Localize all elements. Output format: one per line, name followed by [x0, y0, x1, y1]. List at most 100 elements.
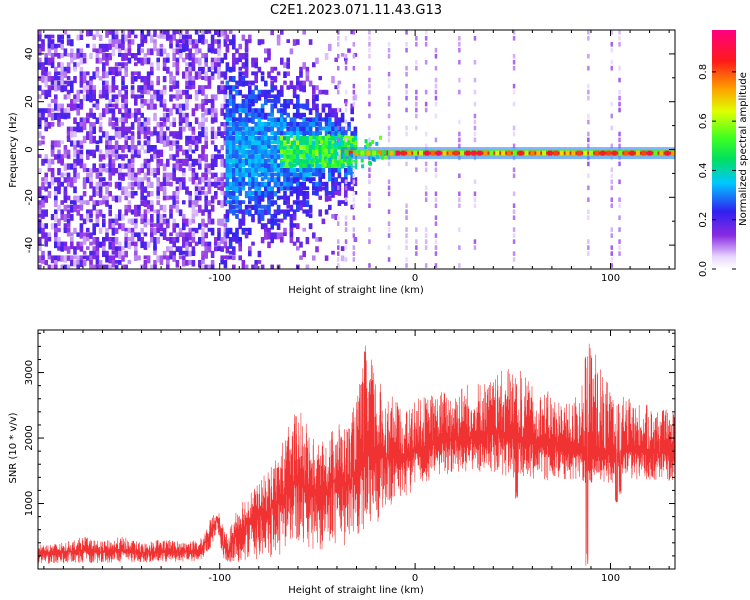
spectrogram-cell: [232, 149, 236, 155]
spectrogram-cell: [618, 101, 621, 107]
spectrogram-cell: [225, 255, 230, 260]
spectrogram-cell: [424, 89, 428, 95]
spectrogram-cell: [66, 39, 71, 46]
spectrogram-cell: [66, 53, 71, 57]
spectrogram-cell: [134, 71, 138, 76]
spectrogram-cell: [89, 214, 93, 218]
spectrogram-cell: [169, 39, 173, 47]
spectrogram-cell: [194, 140, 199, 148]
spectrogram-cell: [248, 177, 252, 183]
spectrogram-cell: [146, 57, 151, 65]
spectrogram-cell: [50, 62, 55, 69]
spectrogram-cell: [244, 39, 249, 45]
spectrogram-cell: [434, 101, 438, 107]
spectrogram-cell: [63, 172, 68, 177]
spectrogram-cell: [223, 30, 228, 36]
spectrogram-cell: [54, 103, 58, 111]
spectrogram-cell: [254, 260, 258, 266]
spectrogram-cell: [162, 103, 167, 112]
spectrogram-cell: [159, 204, 164, 211]
spectrogram-cell: [302, 209, 306, 214]
spectrogram-cell: [235, 135, 239, 142]
spectrogram-cell: [156, 214, 160, 221]
spectrogram-cell: [235, 237, 239, 244]
spectrogram-cell: [238, 168, 242, 173]
spectrogram-cell: [337, 251, 340, 256]
spectrogram-cell: [166, 181, 170, 186]
spectrogram-cell: [415, 42, 418, 47]
spectrogram-cell: [318, 154, 322, 162]
spectrogram-cell: [302, 30, 306, 35]
spectrogram-cell: [153, 43, 157, 52]
spectrogram-cell: [254, 131, 258, 135]
spectrogram-cell: [308, 223, 313, 230]
spectrogram-cell: [105, 186, 109, 195]
spectrogram-cell: [210, 140, 215, 145]
spectrogram-cell: [238, 103, 242, 111]
spectrogram-cell: [350, 143, 354, 148]
spectrogram-cell: [41, 71, 45, 76]
spectrogram-cell: [217, 89, 221, 95]
spectrogram-cell: [424, 36, 428, 41]
spectrogram-cell: [302, 227, 306, 232]
spectrogram-cell: [610, 185, 613, 191]
spectrogram-cell: [344, 107, 348, 113]
spectrogram-cell: [232, 232, 236, 238]
spectrogram-cell: [172, 53, 176, 62]
spectrogram-cell: [375, 141, 379, 146]
spectrogram-cell: [146, 76, 151, 83]
spectrogram-cell: [368, 89, 371, 95]
spectrogram-cell: [194, 43, 199, 50]
spectrogram-cell: [324, 117, 329, 124]
spectrogram-cell: [241, 34, 246, 41]
spectrogram-cell: [276, 232, 281, 240]
spectrogram-cell: [124, 237, 128, 245]
spectrogram-cell: [188, 191, 192, 197]
spectrogram-cell: [162, 135, 167, 144]
spectrogram-cell: [60, 34, 64, 39]
spectrogram-cell: [204, 200, 208, 205]
spectrogram-cell: [289, 126, 294, 134]
spectrogram-cell: [302, 181, 306, 189]
spectrogram-cell: [57, 241, 61, 248]
spectrogram-cell: [232, 237, 236, 242]
spectrogram-cell: [512, 143, 516, 149]
spectrogram-cell: [270, 264, 274, 269]
spectrogram-cell: [254, 135, 258, 142]
spectrogram-cell: [315, 103, 319, 111]
spectrogram-cell: [92, 200, 96, 207]
spectrogram-cell: [89, 250, 93, 256]
spectrogram-cell: [41, 227, 45, 234]
spectrogram-cell: [60, 154, 64, 162]
spectrogram-cell: [105, 135, 109, 142]
spectrogram-cell: [201, 149, 205, 155]
spectrogram-cell: [114, 227, 119, 234]
spectrogram-cell: [66, 255, 71, 261]
spectrogram-cell: [302, 191, 306, 198]
spectrogram-cell: [114, 66, 119, 73]
spectrogram-cell: [140, 57, 144, 66]
spectrogram-cell: [188, 154, 192, 162]
spectrogram-cell: [340, 140, 345, 147]
spectrogram-cell: [172, 80, 176, 89]
spectrogram-cell: [162, 117, 167, 123]
spectrogram-cell: [194, 200, 199, 207]
spectrogram-cell: [198, 39, 202, 44]
spectrogram-cell: [73, 76, 77, 84]
spectrogram-cell: [159, 158, 164, 167]
spectrogram-cell: [434, 263, 438, 268]
spectrogram-cell: [111, 241, 116, 248]
spectrogram-cell: [267, 195, 271, 202]
spectrogram-cell: [473, 197, 477, 202]
spectrogram-cell: [235, 227, 239, 234]
spectrogram-cell: [289, 214, 294, 221]
spectrogram-cell: [50, 149, 55, 157]
spectrogram-cell: [47, 103, 52, 108]
spectrogram-cell: [204, 76, 208, 81]
spectrogram-cell: [353, 94, 358, 101]
spectrogram-cell: [424, 161, 428, 167]
spectrogram-cell: [66, 195, 71, 201]
spectrogram-cell: [334, 126, 338, 132]
spectrogram-cell: [368, 47, 371, 53]
spectrogram-cell: [114, 62, 119, 67]
